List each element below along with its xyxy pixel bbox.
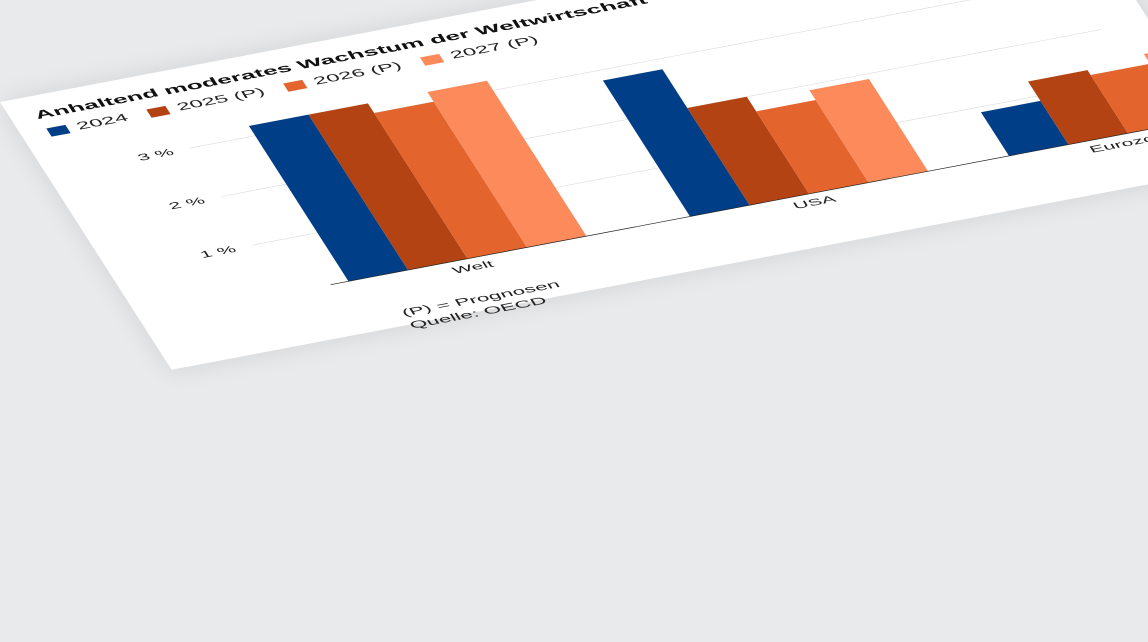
chart-card: Anhaltend moderates Wachstum der Weltwir… — [0, 0, 1148, 370]
bar — [980, 100, 1069, 156]
bar — [756, 100, 869, 194]
bar — [687, 96, 810, 206]
bar — [248, 114, 409, 282]
bar — [1028, 70, 1128, 145]
bar — [374, 101, 527, 259]
x-axis-line — [330, 126, 1148, 286]
bar — [809, 79, 929, 183]
bar — [602, 69, 750, 217]
x-tick-label: Welt — [450, 259, 497, 276]
y-tick-label: 3 % — [135, 147, 176, 163]
bar — [1090, 63, 1148, 134]
y-tick-label: 2 % — [166, 195, 207, 211]
bar — [427, 80, 587, 248]
x-tick-label: USA — [791, 194, 839, 212]
y-tick-label: 1 % — [198, 244, 239, 260]
bar — [308, 103, 468, 271]
